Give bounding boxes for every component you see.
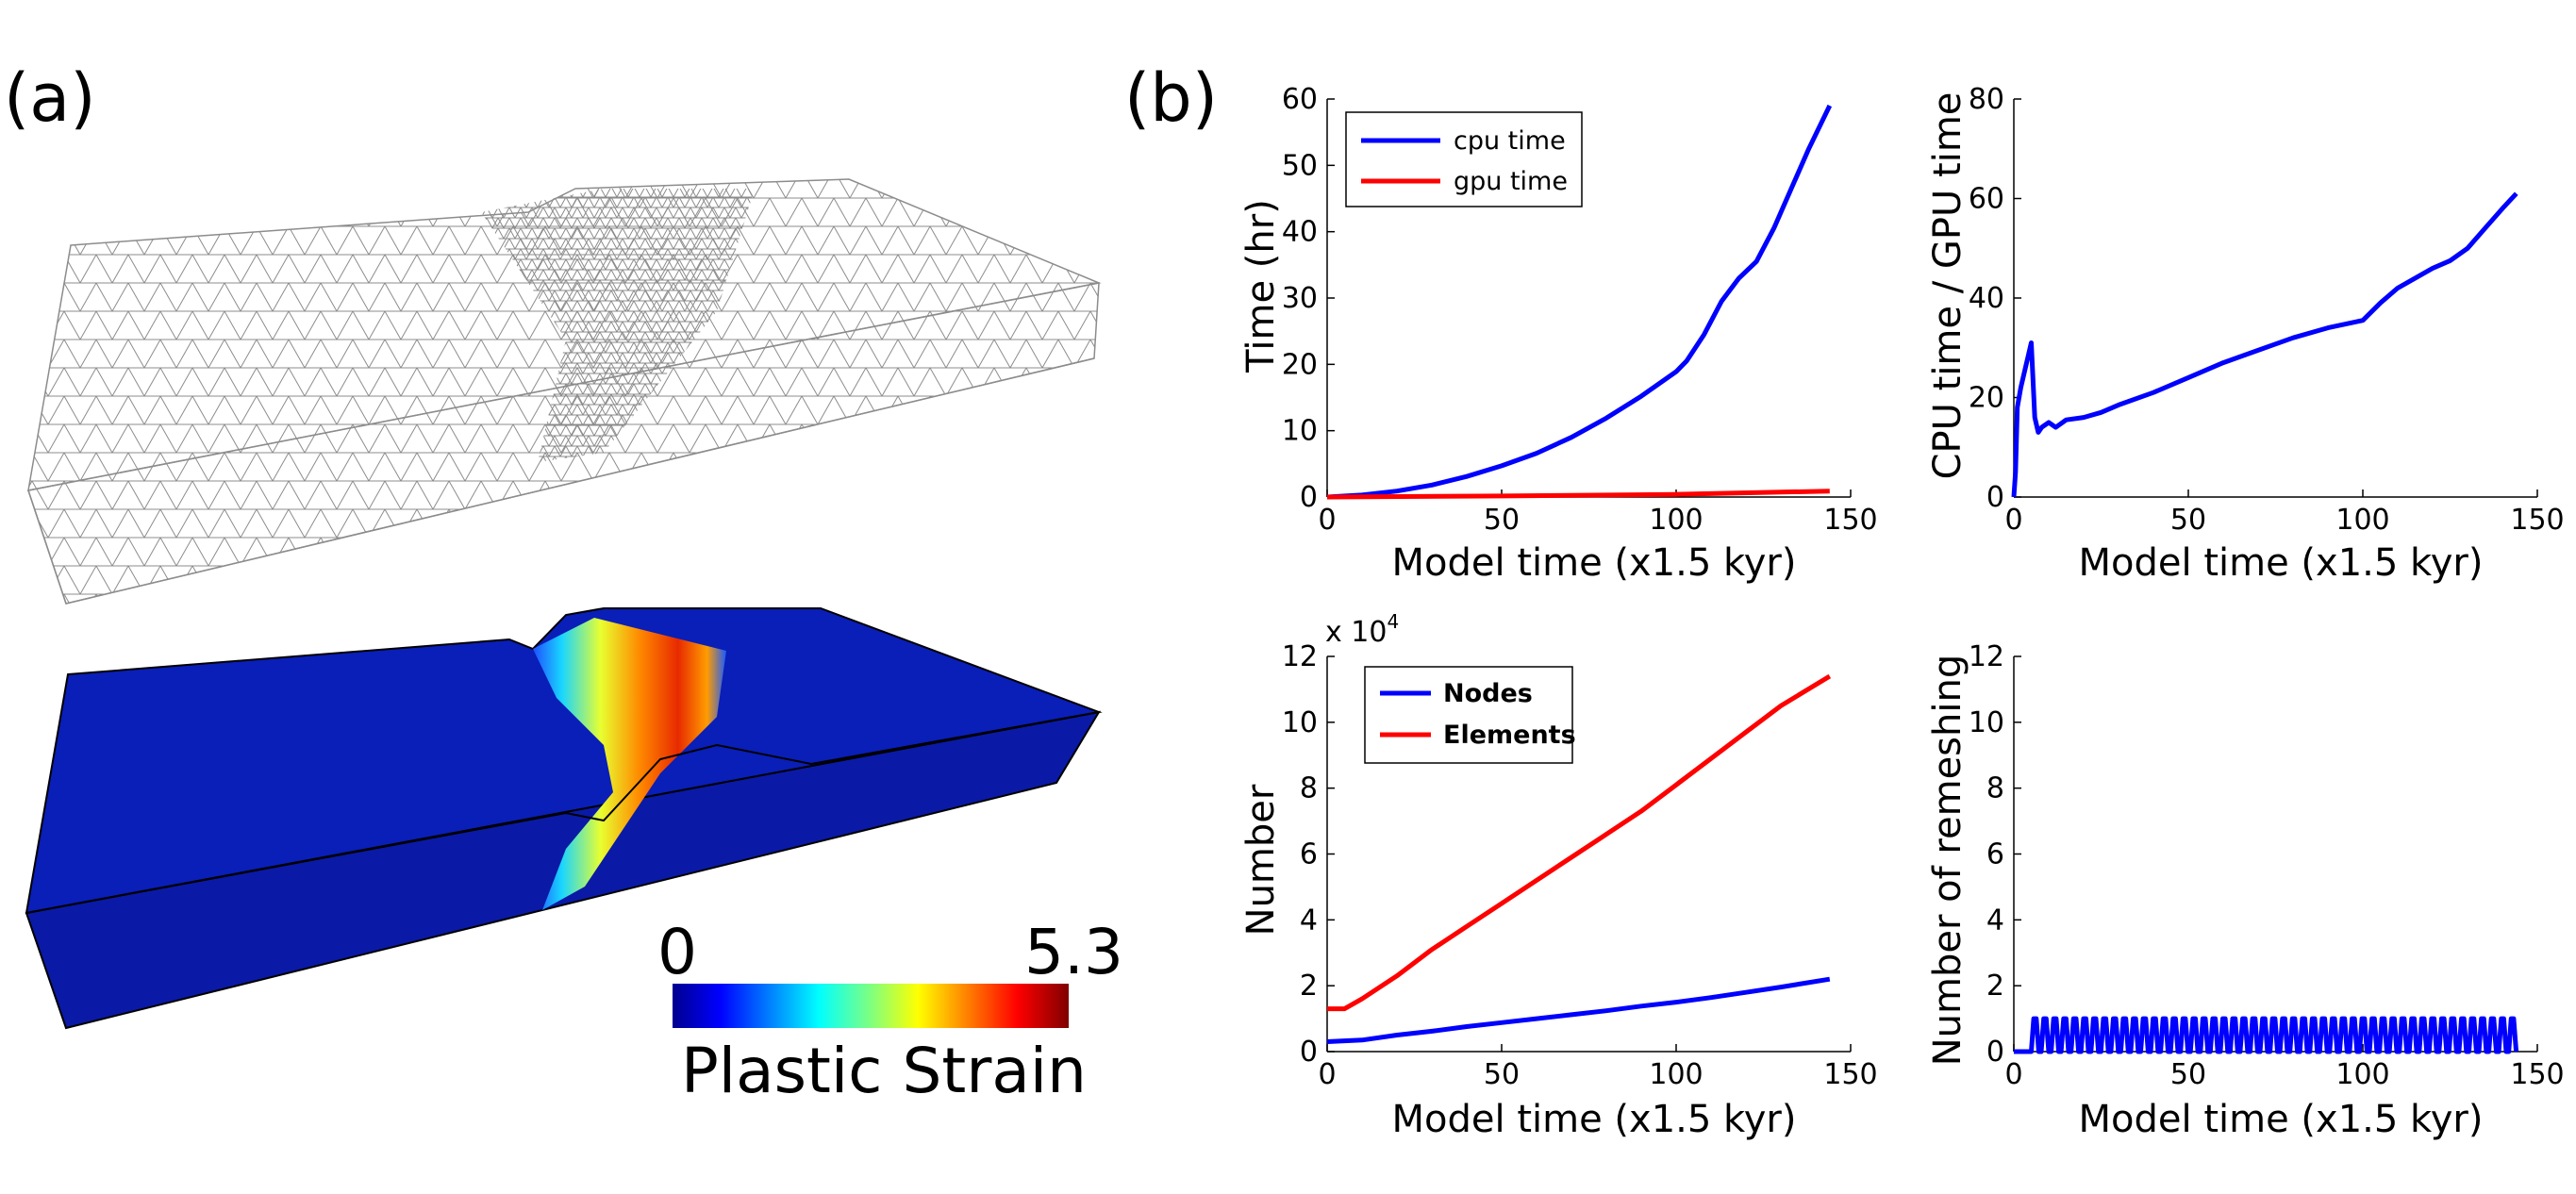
y-tick-label: 12	[1282, 640, 1318, 673]
chart-time-legend: cpu time gpu time	[1345, 111, 1583, 207]
y-tick-label: 0	[1300, 1036, 1318, 1069]
y-tick-label: 40	[1969, 282, 2004, 315]
y-tick-label: 20	[1282, 348, 1318, 381]
chart-time-ylabel: Time (hr)	[1239, 199, 1283, 373]
chart-nodes-xlabel: Model time (x1.5 kyr)	[1392, 1098, 1797, 1141]
y-tick-label: 6	[1300, 838, 1318, 871]
chart-cpu-gpu-ratio: 0 50 100 150 0 20 40 60 80 CPU time / GPU time M…	[1926, 83, 2565, 585]
y-tick-label: 0	[1300, 481, 1318, 514]
series-line-nodes	[1326, 976, 1831, 1044]
y-tick-label: 10	[1282, 706, 1318, 739]
y-tick-label: 40	[1282, 216, 1318, 249]
series-line-cpu-time	[1326, 104, 1833, 500]
panel-label-b: (b)	[1124, 59, 1218, 137]
chart-nodes-multiplier-exp: 4	[1387, 610, 1399, 633]
x-tick-label: 0	[2004, 504, 2022, 537]
x-tick-label: 50	[2170, 1058, 2206, 1091]
x-tick-label: 100	[2335, 1058, 2389, 1091]
x-tick-label: 100	[2335, 504, 2389, 537]
chart-nodes-elements: 0 50 100 150 0 2 4 6 8 10 12 Number Model time (x1…	[1239, 610, 1878, 1141]
y-tick-label: 4	[1300, 904, 1318, 937]
y-tick-label: 20	[1969, 382, 2004, 415]
chart-time-xlabel: Model time (x1.5 kyr)	[1392, 541, 1797, 585]
chart-ratio-ylabel: CPU time / GPU time	[1926, 92, 1969, 480]
x-tick-label: 0	[1318, 504, 1336, 537]
chart-ratio-xlabel: Model time (x1.5 kyr)	[2079, 541, 2484, 585]
y-tick-label: 6	[1986, 838, 2004, 871]
y-tick-label: 8	[1300, 772, 1318, 805]
series-line-remesh-0	[2014, 1016, 2519, 1054]
y-tick-label: 0	[1986, 481, 2004, 514]
y-tick-label: 30	[1282, 282, 1318, 315]
chart-remesh-xlabel: Model time (x1.5 kyr)	[2079, 1098, 2484, 1141]
y-tick-label: 50	[1282, 149, 1318, 182]
legend-box	[1364, 666, 1573, 764]
series-line-elements	[1327, 673, 1832, 1012]
mesh-block-illustration	[27, 178, 1102, 605]
x-tick-label: 50	[1484, 504, 1520, 537]
chart-cpu-gpu-time: 0 50 100 150 0 10 20 30 40 50 60 Time (hr) Model t…	[1239, 83, 1878, 585]
y-tick-label: 10	[1969, 706, 2004, 739]
plastic-strain-block-illustration	[25, 607, 1103, 1030]
remesh-axes: 0 50 100 150 0 2 4 6 8 10 12	[1969, 640, 2565, 1091]
y-tick-label: 12	[1969, 640, 2004, 673]
panel-label-a: (a)	[4, 59, 96, 137]
x-tick-label: 0	[2004, 1058, 2022, 1091]
x-tick-label: 150	[2510, 1058, 2564, 1091]
chart-nodes-multiplier: x 104	[1325, 610, 1399, 649]
x-tick-label: 100	[1649, 1058, 1703, 1091]
legend-box	[1345, 111, 1583, 207]
y-tick-label: 0	[1986, 1036, 2004, 1069]
chart-nodes-ylabel: Number	[1239, 784, 1283, 936]
series-line-gpu-time	[1326, 489, 1830, 500]
nodes-series	[1326, 673, 1832, 1044]
x-tick-label: 150	[2510, 504, 2564, 537]
legend-label-cpu: cpu time	[1454, 126, 1566, 156]
y-tick-label: 60	[1282, 83, 1318, 116]
x-tick-label: 100	[1649, 504, 1703, 537]
chart-nodes-legend: Nodes Elements	[1364, 666, 1576, 764]
colorbar-title: Plastic Strain	[681, 1035, 1087, 1107]
series-line-ratio-0	[2011, 191, 2518, 498]
y-tick-label: 8	[1986, 772, 2004, 805]
ratio-axes: 0 50 100 150 0 20 40 60 80	[1969, 83, 2565, 537]
y-tick-label: 4	[1986, 904, 2004, 937]
x-tick-label: 50	[2170, 504, 2206, 537]
legend-label-gpu: gpu time	[1454, 167, 1568, 196]
colorbar-gradient	[673, 984, 1069, 1028]
nodes-axes: 0 50 100 150 0 2 4 6 8 10 12	[1282, 640, 1878, 1091]
time-axes: 0 50 100 150 0 10 20 30 40 50 60	[1282, 83, 1878, 537]
legend-label-elements: Elements	[1443, 721, 1576, 750]
y-tick-label: 60	[1969, 183, 2004, 216]
y-tick-label: 2	[1300, 970, 1318, 1003]
colorbar-min-label: 0	[657, 916, 697, 988]
y-tick-label: 2	[1986, 970, 2004, 1003]
x-tick-label: 0	[1318, 1058, 1336, 1091]
x-tick-label: 150	[1823, 1058, 1877, 1091]
colorbar: 0 5.3 Plastic Strain	[657, 916, 1123, 1107]
chart-remesh-ylabel: Number of remeshing	[1926, 655, 1969, 1066]
chart-remeshing: 0 50 100 150 0 2 4 6 8 10 12 Number of remeshing M…	[1926, 640, 2565, 1141]
time-series	[1326, 104, 1833, 500]
ratio-series	[2011, 191, 2518, 498]
colorbar-max-label: 5.3	[1024, 916, 1123, 988]
legend-label-nodes: Nodes	[1443, 679, 1533, 708]
y-tick-label: 10	[1282, 415, 1318, 448]
x-tick-label: 50	[1484, 1058, 1520, 1091]
remesh-series	[2014, 1016, 2519, 1054]
chart-nodes-multiplier-base: x 10	[1325, 616, 1387, 649]
x-tick-label: 150	[1823, 504, 1877, 537]
y-tick-label: 80	[1969, 83, 2004, 116]
